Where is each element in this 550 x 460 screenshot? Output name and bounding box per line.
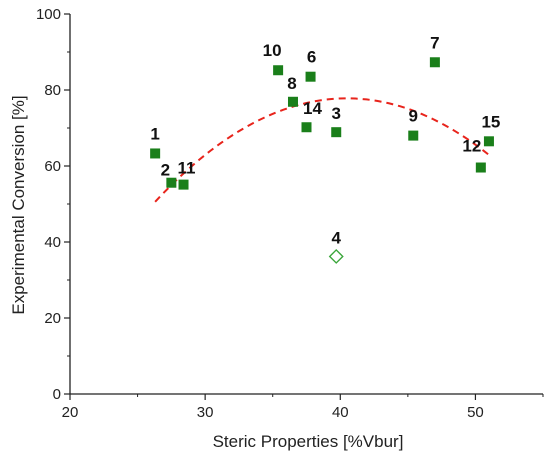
point-label-9: 9 xyxy=(409,107,418,126)
data-point-11 xyxy=(178,179,189,190)
outlier-point-4 xyxy=(328,248,344,264)
point-label-6: 6 xyxy=(307,48,316,67)
point-label-10: 10 xyxy=(263,41,282,60)
point-label-12: 12 xyxy=(462,137,481,156)
y-tick-label-80: 80 xyxy=(44,82,61,99)
x-tick-label-50: 50 xyxy=(467,404,484,421)
data-point-1 xyxy=(150,148,161,159)
point-label-11: 11 xyxy=(178,159,196,178)
axes xyxy=(69,14,543,395)
y-tick-label-100: 100 xyxy=(36,6,61,23)
x-axis-title: Steric Properties [%Vbur] xyxy=(213,432,404,451)
data-point-7 xyxy=(429,57,440,68)
point-label-7: 7 xyxy=(430,33,439,52)
data-point-3 xyxy=(331,127,342,138)
data-point-10 xyxy=(273,65,284,76)
point-label-4: 4 xyxy=(331,228,341,247)
point-label-3: 3 xyxy=(331,104,340,123)
fit-curve xyxy=(154,97,490,203)
point-label-14: 14 xyxy=(303,99,322,118)
x-tick-label-20: 20 xyxy=(62,404,79,421)
data-point-2 xyxy=(166,177,177,188)
data-points xyxy=(150,57,494,264)
data-point-12 xyxy=(475,162,486,173)
x-tick-label-30: 30 xyxy=(197,404,214,421)
point-label-8: 8 xyxy=(287,74,296,93)
data-point-8 xyxy=(287,96,298,107)
y-tick-label-40: 40 xyxy=(44,234,61,251)
data-point-6 xyxy=(305,71,316,82)
data-point-14 xyxy=(301,122,312,133)
point-label-1: 1 xyxy=(150,124,159,143)
y-tick-label-0: 0 xyxy=(53,386,61,403)
point-label-2: 2 xyxy=(161,161,170,180)
data-point-9 xyxy=(408,130,419,141)
point-label-15: 15 xyxy=(481,112,500,131)
y-axis-title: Experimental Conversion [%] xyxy=(9,95,28,314)
y-tick-label-20: 20 xyxy=(44,310,61,327)
data-point-15 xyxy=(483,136,494,147)
y-tick-label-60: 60 xyxy=(44,158,61,175)
x-tick-label-40: 40 xyxy=(332,404,349,421)
